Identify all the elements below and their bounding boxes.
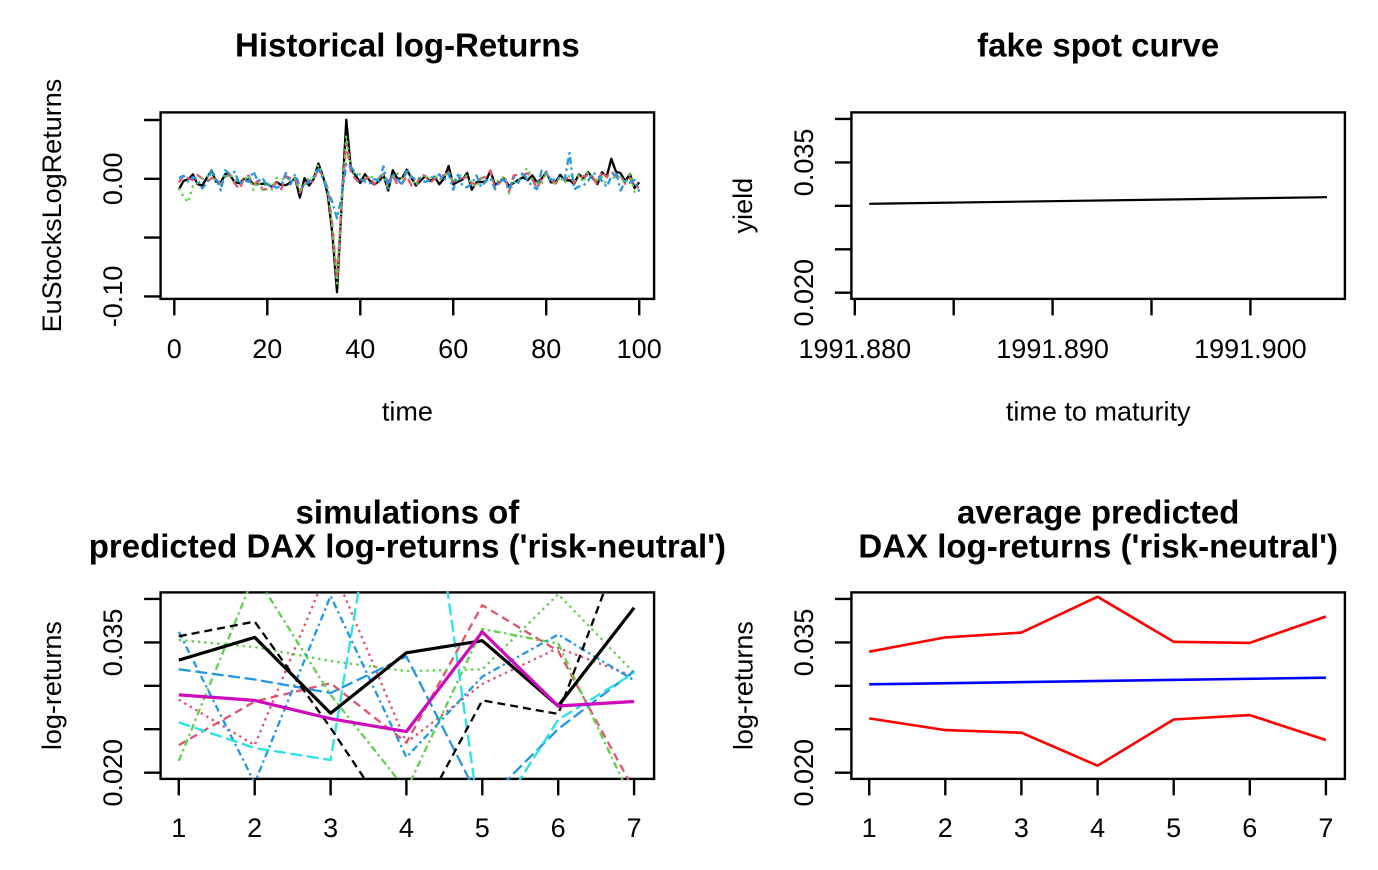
svg-text:1: 1 bbox=[862, 813, 877, 843]
svg-text:time to maturity: time to maturity bbox=[1006, 397, 1191, 427]
svg-text:Historical log-Returns: Historical log-Returns bbox=[235, 27, 580, 64]
svg-text:7: 7 bbox=[1318, 813, 1333, 843]
svg-text:1: 1 bbox=[171, 813, 186, 843]
svg-text:100: 100 bbox=[617, 334, 662, 364]
svg-text:0.035: 0.035 bbox=[789, 129, 819, 197]
svg-text:yield: yield bbox=[728, 178, 758, 234]
svg-text:7: 7 bbox=[627, 813, 642, 843]
svg-text:80: 80 bbox=[531, 334, 561, 364]
svg-text:0.035: 0.035 bbox=[98, 609, 128, 677]
svg-text:0.020: 0.020 bbox=[789, 739, 819, 807]
svg-text:EuStocksLogReturns: EuStocksLogReturns bbox=[37, 79, 67, 333]
svg-text:6: 6 bbox=[551, 813, 566, 843]
svg-text:1991.900: 1991.900 bbox=[1194, 334, 1307, 364]
svg-text:1991.890: 1991.890 bbox=[996, 334, 1109, 364]
svg-text:5: 5 bbox=[475, 813, 490, 843]
svg-text:4: 4 bbox=[1090, 813, 1105, 843]
svg-text:log-returns: log-returns bbox=[37, 621, 67, 750]
svg-text:-0.10: -0.10 bbox=[98, 266, 128, 328]
svg-text:3: 3 bbox=[1014, 813, 1029, 843]
svg-text:log-returns: log-returns bbox=[729, 621, 759, 750]
svg-text:2: 2 bbox=[247, 813, 262, 843]
svg-text:0.020: 0.020 bbox=[789, 259, 819, 327]
svg-text:simulations of: simulations of bbox=[296, 493, 521, 530]
svg-text:60: 60 bbox=[438, 334, 468, 364]
svg-text:0.020: 0.020 bbox=[98, 739, 128, 807]
svg-text:0.00: 0.00 bbox=[98, 153, 128, 206]
svg-text:1991.880: 1991.880 bbox=[798, 334, 911, 364]
svg-text:4: 4 bbox=[399, 813, 414, 843]
svg-text:5: 5 bbox=[1166, 813, 1181, 843]
svg-text:average predicted: average predicted bbox=[957, 493, 1239, 530]
svg-text:20: 20 bbox=[252, 334, 282, 364]
svg-text:40: 40 bbox=[345, 334, 375, 364]
svg-text:0.035: 0.035 bbox=[789, 609, 819, 677]
svg-text:6: 6 bbox=[1242, 813, 1257, 843]
svg-text:predicted DAX log-returns ('ri: predicted DAX log-returns ('risk-neutral… bbox=[89, 527, 726, 564]
svg-text:fake spot curve: fake spot curve bbox=[977, 27, 1219, 64]
svg-text:3: 3 bbox=[323, 813, 338, 843]
svg-text:2: 2 bbox=[938, 813, 953, 843]
svg-text:DAX log-returns ('risk-neutral: DAX log-returns ('risk-neutral') bbox=[858, 527, 1338, 564]
svg-text:0: 0 bbox=[167, 334, 182, 364]
svg-text:time: time bbox=[382, 397, 433, 427]
